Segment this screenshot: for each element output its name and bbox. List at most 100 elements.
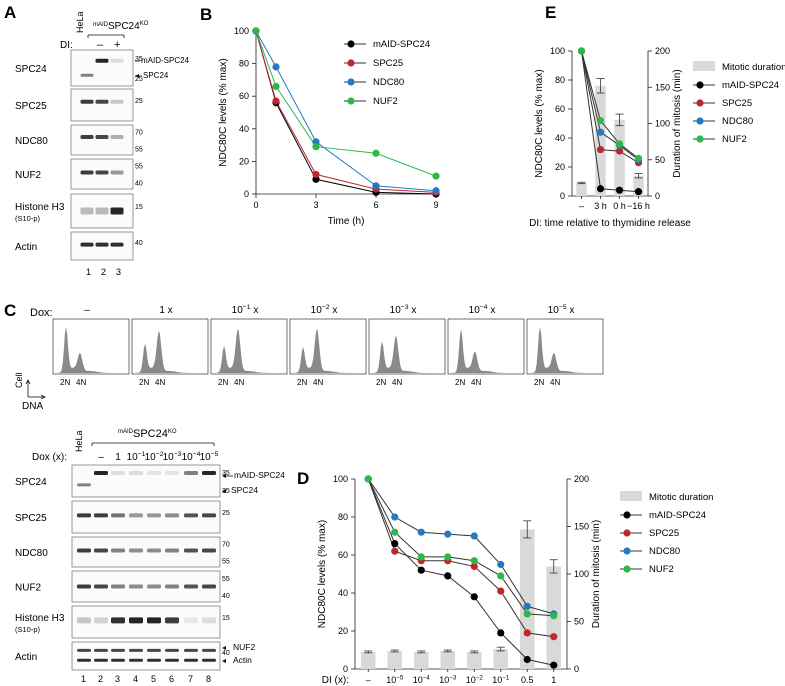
- ploidy-4n-label: 4N: [550, 378, 560, 387]
- blot-c-band: [77, 648, 91, 652]
- di-plus: +: [114, 39, 120, 51]
- legend-label: mAID-SPC24: [373, 39, 430, 50]
- legend-marker: [696, 99, 704, 107]
- mitotic-duration-bar: [614, 119, 625, 196]
- y-tick-label: 20: [338, 626, 348, 636]
- blot-a-band: [110, 58, 124, 63]
- legend-marker: [347, 78, 355, 86]
- blot-c-band: [202, 471, 216, 475]
- legend-label: NDC80: [373, 77, 404, 88]
- y-tick-label: 40: [338, 588, 348, 598]
- series-line: [367, 478, 554, 617]
- legend-marker: [623, 565, 631, 573]
- dox-condition-label: 10−2 x: [311, 304, 338, 316]
- x-tick-label: −16 h: [627, 201, 650, 211]
- blot-a-band: [95, 242, 109, 247]
- legend-label: mAID-SPC24: [722, 80, 779, 91]
- panel-label-b: B: [200, 5, 212, 24]
- blot-c-mw-marker: 40: [222, 650, 230, 657]
- chart-d: 0 20 40 60 80 100 NDC80C levels (% max) 0 50 100 1…: [317, 474, 713, 686]
- blot-a-band: [95, 170, 109, 175]
- legend-label: SPC25: [373, 58, 403, 69]
- blot-c-band: [147, 584, 161, 589]
- mitotic-duration-bar: [360, 651, 376, 669]
- series-point: [523, 655, 531, 664]
- x-axis-title: DI: time relative to thymidine release: [529, 218, 691, 229]
- blot-a-band: [110, 170, 124, 175]
- dox-lane-label: 10−3: [163, 451, 182, 463]
- series-point: [497, 629, 505, 637]
- knockout-label: mAIDSPC24KO: [93, 21, 149, 32]
- dox-condition-label: –: [84, 305, 90, 316]
- blot-a-mw-marker: 25: [135, 98, 143, 105]
- legend-label: mAID-SPC24: [649, 510, 706, 521]
- dox-condition-label: 10−4 x: [469, 304, 496, 316]
- flow-histogram: [294, 328, 362, 373]
- x-axis-title: Time (h): [328, 216, 365, 227]
- series-point: [417, 566, 425, 574]
- blot-a-band: [80, 135, 94, 139]
- dox-lane-label: 10−1: [127, 451, 146, 463]
- blot-c-band: [111, 548, 125, 553]
- series-point: [252, 27, 260, 35]
- series-line: [581, 50, 639, 193]
- blot-c-band: [129, 658, 143, 662]
- y-axis-title: NDC80C levels (% max): [534, 69, 545, 177]
- flow-histogram: [57, 326, 125, 373]
- x-tick-label: 3: [313, 200, 318, 210]
- ploidy-2n-label: 2N: [534, 378, 544, 387]
- blot-c-row-frame: [71, 464, 221, 498]
- y-tick-label: 60: [239, 91, 249, 101]
- blot-c-band: [165, 471, 179, 475]
- flow-histogram: [215, 328, 283, 373]
- blot-c-band: [111, 617, 125, 624]
- series-point: [312, 143, 320, 151]
- legend-label: SPC25: [722, 98, 752, 109]
- blot-c-band: [77, 483, 91, 487]
- blot-c-band: [147, 471, 161, 475]
- x-tick-label: 0.5: [521, 675, 534, 685]
- blot-a-row-frame: [70, 124, 134, 156]
- dox-x-label: Dox (x):: [32, 452, 67, 463]
- chart-e: 0 20 40 60 80 100 NDC80C levels (% max) 0 50 100 1…: [529, 46, 785, 229]
- blot-a-protein-label: NUF2: [15, 170, 42, 181]
- series-line: [367, 478, 554, 638]
- series-point: [417, 528, 425, 536]
- y2-tick-label: 0: [655, 191, 660, 201]
- panel-label-a: A: [4, 3, 16, 22]
- legend-marker: [347, 97, 355, 105]
- blot-c-band: [202, 513, 216, 518]
- y2-tick-label: 50: [655, 155, 665, 165]
- lane-number: 1: [86, 267, 91, 277]
- dox-condition-label: 10−1 x: [232, 304, 259, 316]
- series-point: [272, 82, 280, 91]
- legend-marker: [696, 81, 704, 89]
- legend-marker: [623, 529, 631, 537]
- blot-c-row-frame: [71, 641, 221, 671]
- y-axis-title: NDC80C levels (% max): [218, 58, 229, 166]
- dox-lane-label: 10−4: [182, 451, 201, 463]
- blot-c-band: [184, 513, 198, 518]
- legend-label: NDC80: [722, 116, 753, 127]
- blot-c-band: [111, 648, 125, 652]
- blot-a-mw-marker: 55: [135, 164, 143, 171]
- x-tick-label: 9: [433, 200, 438, 210]
- blot-a-protein-sublabel: (S10-p): [15, 214, 41, 223]
- blot-c-band: [129, 584, 143, 589]
- blot-a-mw-marker: 40: [135, 180, 143, 187]
- y-axis-title: NDC80C levels (% max): [317, 520, 328, 628]
- blot-a-protein-label: NDC80: [15, 136, 48, 147]
- x-tick-label: 10−1: [492, 674, 510, 685]
- blot-c-band: [111, 584, 125, 589]
- arrow-head: [222, 489, 226, 493]
- lane-number: 3: [116, 267, 121, 277]
- series-point: [523, 629, 531, 637]
- blot-a-band: [80, 99, 94, 104]
- blot-a-mw-marker: 15: [135, 204, 143, 211]
- dox-lane-label: 10−2: [145, 451, 164, 463]
- lane-number: 1: [81, 674, 86, 684]
- x-tick-label: 6: [373, 200, 378, 210]
- blot-a-band: [80, 170, 94, 175]
- arrow-head: [222, 646, 226, 650]
- blot-a-band: [95, 99, 109, 104]
